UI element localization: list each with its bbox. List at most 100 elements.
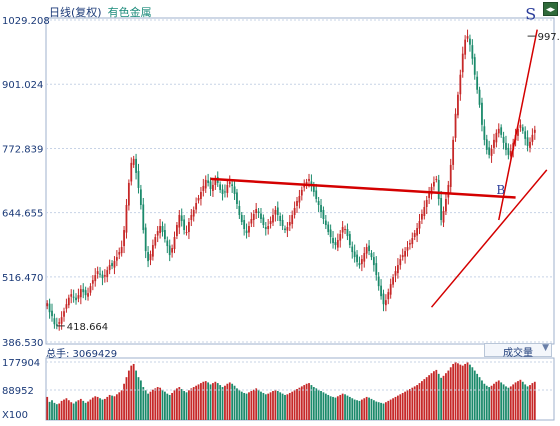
candle-body [238,205,241,216]
candle-body [154,237,157,246]
candle-body [322,209,325,220]
volume-bar [171,392,174,420]
volume-bar [445,373,447,420]
candle-body [469,38,471,45]
volume-bar [392,398,394,420]
volume-bar [471,367,474,420]
candle-body [365,247,368,254]
volume-bar [161,389,164,420]
candle-body [183,219,186,231]
volume-bar [219,385,222,420]
volume-bar [192,387,195,420]
volume-bar [130,365,133,420]
candle-body [63,311,65,317]
volume-bar [284,394,286,420]
volume-bar [360,399,363,420]
candle-body [173,237,176,250]
candle-body [147,252,149,262]
candle-body [70,294,73,297]
candle-body [490,148,493,156]
candle-body [139,189,142,205]
candle-body [120,247,123,254]
volume-bar [509,386,512,420]
candle-body [428,192,431,198]
candle-body [106,270,109,278]
expand-glyph: ◂▸ [545,5,556,15]
y-tick-label: 386.530 [2,338,43,349]
volume-bar [197,384,200,420]
volume-y-axis: 177904 88952 X100 [2,358,554,421]
volume-bar [149,391,152,420]
candle-body [445,198,447,212]
volume-bar [382,403,385,420]
volume-bar [411,387,414,420]
volume-bar [233,385,236,420]
candle-body [243,220,246,230]
volume-bar [502,384,505,420]
volume-bar [55,404,58,420]
volume-bar [380,402,382,420]
volume-bar [396,395,399,420]
volume-bar [250,391,253,420]
candle-body [236,192,238,204]
candle-body [454,113,457,138]
volume-bar [106,396,109,420]
candle-body [224,191,226,193]
candle-body [192,209,195,217]
volume-bar [293,390,296,420]
volume-bar [488,387,491,420]
volume-bar [449,367,452,420]
candle-body [176,225,178,237]
candle-body [111,263,113,267]
volume-bar [310,385,313,420]
candle-body [87,293,89,297]
volume-bar [404,391,406,420]
volume-bar [65,398,68,420]
candle-body [392,277,394,285]
volume-bar [238,390,241,420]
candle-body [82,289,85,293]
candle-body [517,128,519,136]
candle-body [55,324,58,326]
candle-body [48,303,51,313]
volume-bar [413,386,416,420]
candle-body [171,248,174,253]
candle-body [457,94,459,116]
volume-bar [497,380,500,420]
candle-body [219,184,222,190]
volume-bar [517,381,519,420]
candle-body [200,191,202,199]
volume-bar [168,394,171,420]
volume-bar [190,388,193,420]
candle-body [142,204,145,231]
candle-body [72,296,75,298]
candle-body [46,303,49,307]
candle-body [60,317,63,324]
candle-body [161,226,164,233]
candle-body [279,216,282,222]
candle-body [495,132,498,143]
candle-body [221,189,224,194]
indicator-select[interactable]: 成交量 ▼ [484,343,552,359]
candle-body [260,213,262,220]
candle-body [144,227,147,252]
candle-body [358,263,361,266]
candle-body [360,259,363,265]
volume-bar [315,388,318,420]
volume-bar [433,371,435,420]
main-plot-frame [45,17,555,345]
candle-body [399,259,402,266]
volume-bar [72,403,75,420]
volume-bars [46,362,536,420]
candle-body [209,181,212,189]
y-tick-label: 772.839 [2,144,43,155]
volume-bar [216,383,219,420]
candle-body [94,275,97,282]
candle-body [310,181,313,186]
volume-bar [243,392,246,420]
price-annotation: 997.074 [538,32,560,43]
expand-icon[interactable]: ◂▸ [543,2,558,16]
candle-body [320,204,322,212]
candle-body [336,240,339,248]
